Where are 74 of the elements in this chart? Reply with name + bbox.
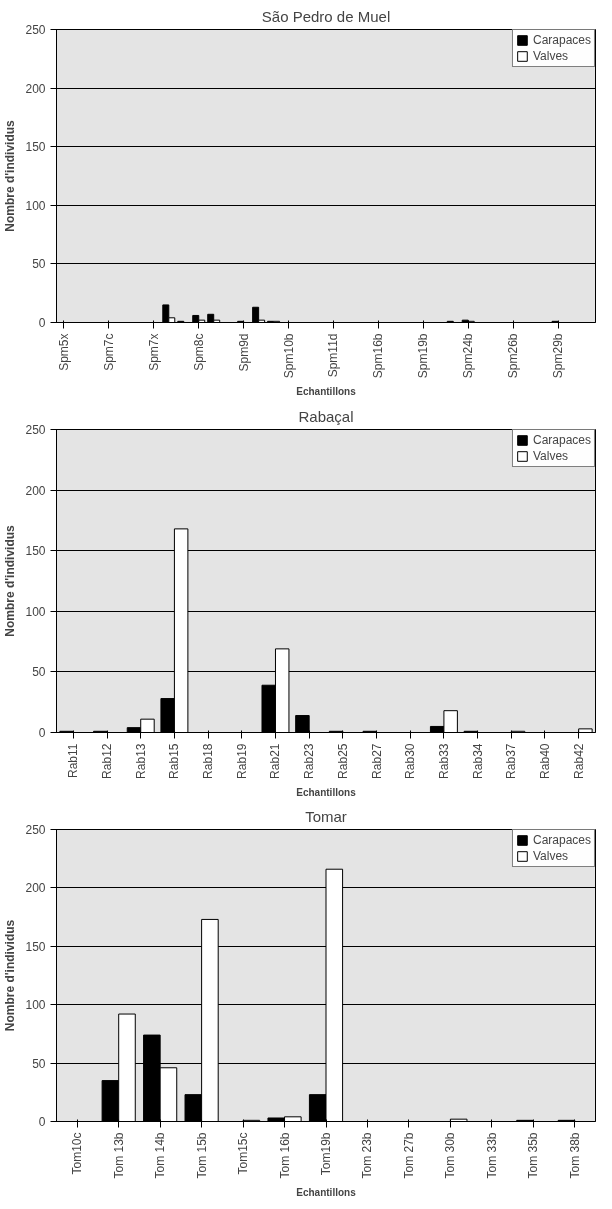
y-axis-title: Nombre d'individus [3,524,18,637]
x-tick-label: Rab40 [537,743,552,779]
x-tick-label: Tom10c [70,1132,85,1175]
y-tick-label: 200 [25,881,46,896]
x-tick-label: Rab37 [504,743,519,779]
y-tick-label: 250 [25,423,46,437]
x-tick-label: Spm24b [461,333,476,379]
y-tick-label: 100 [25,604,46,619]
legend-label: Valves [532,449,569,463]
x-tick-label: Rab23 [302,743,317,779]
x-tick-label: Rab42 [571,743,586,779]
y-tick-label: 200 [25,483,46,498]
y-tick-label: 250 [25,23,46,37]
y-tick-label: 0 [38,726,46,740]
y-tick-label: 150 [25,544,46,559]
x-tick-label: Spm9d [236,333,251,372]
legend-label: Carapaces [532,33,591,47]
x-tick-label: Tom 38b [567,1132,582,1179]
y-tick-label: 200 [25,81,46,96]
legend-label: Carapaces [532,433,591,447]
y-axis-title: Nombre d'individus [3,919,18,1032]
y-tick-label: 150 [25,939,46,954]
x-tick-label: Rab12 [100,743,115,779]
x-axis-title: Echantillons [296,386,357,398]
x-tick-label: Tom19b [319,1132,333,1176]
x-tick-label: Spm5x [56,333,71,371]
y-tick-label: 100 [25,998,46,1013]
x-tick-label: Rab33 [436,743,451,779]
x-tick-label: Tom 30b [443,1132,458,1179]
x-tick-label: Tom 23b [360,1132,375,1179]
x-tick-label: Spm10b [281,333,296,379]
x-tick-label: Rab18 [201,743,216,779]
y-tick-label: 50 [32,257,46,272]
legend-label: Carapaces [532,833,591,847]
y-tick-label: 50 [32,1056,46,1071]
y-axis-title: Nombre d'individus [3,119,18,232]
x-tick-label: Tom 33b [484,1132,499,1179]
x-tick-label: Spm19b [416,333,431,379]
x-tick-label: Spm26b [506,333,521,379]
x-tick-label: Spm11d [326,333,341,378]
chart-title: Tomar [305,807,347,825]
x-tick-label: Spm8c [191,333,206,371]
y-tick-label: 0 [38,316,46,330]
y-tick-label: 250 [25,823,46,837]
x-tick-label: Rab25 [335,743,350,779]
x-tick-label: Spm7x [146,333,161,371]
x-tick-label: Rab19 [234,743,249,779]
chart-title: Rabaçal [298,407,354,425]
x-axis-title: Echantillons [296,1186,357,1198]
x-tick-label: Rab27 [369,743,384,779]
x-tick-label: Spm7c [101,333,116,371]
x-tick-label: Tom15c [236,1132,251,1175]
x-tick-label: Tom 15b [194,1132,209,1179]
y-tick-label: 0 [38,1115,46,1129]
legend-label: Valves [532,49,569,63]
legend-label: Valves [532,849,569,863]
y-tick-label: 50 [32,665,46,680]
x-tick-label: Rab13 [133,743,148,779]
x-tick-label: Tom 16b [277,1132,292,1179]
x-tick-label: Rab21 [268,743,283,779]
x-tick-label: Tom 27b [401,1132,416,1179]
x-tick-label: Rab15 [167,743,182,779]
y-tick-label: 100 [25,198,46,213]
y-tick-label: 150 [25,140,46,155]
x-tick-label: Spm29b [551,333,566,379]
x-tick-label: Spm16b [371,333,386,379]
x-tick-label: Rab11 [66,743,81,778]
x-tick-label: Rab30 [403,743,418,779]
x-tick-label: Tom 13b [111,1132,126,1179]
x-tick-label: Tom 35b [526,1132,541,1179]
x-axis-title: Echantillons [296,786,357,798]
chart-title: São Pedro de Muel [261,7,391,25]
x-tick-label: Rab34 [470,743,485,779]
x-tick-label: Tom 14b [153,1132,168,1179]
